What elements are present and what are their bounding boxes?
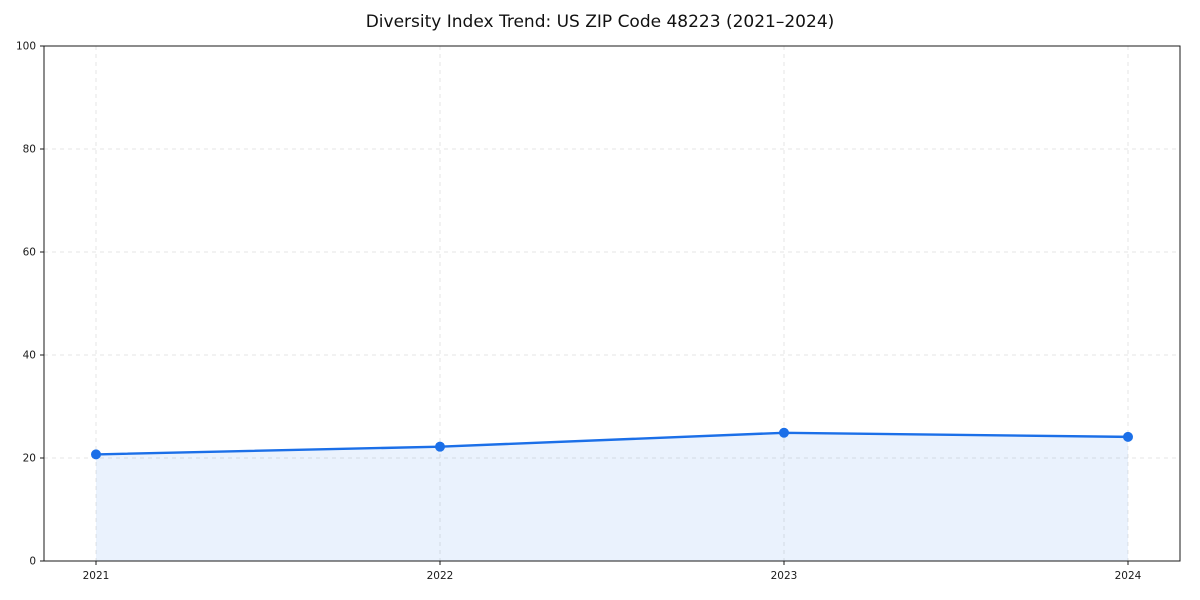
chart-title: Diversity Index Trend: US ZIP Code 48223… xyxy=(365,12,835,32)
y-tick-label: 80 xyxy=(23,144,36,156)
y-tick-label: 40 xyxy=(23,350,36,362)
axis-spine xyxy=(43,45,1181,562)
data-point-marker xyxy=(91,449,101,460)
x-tick-label: 2021 xyxy=(83,570,110,582)
x-tick-label: 2024 xyxy=(1115,570,1142,582)
data-point-marker xyxy=(1123,431,1133,442)
data-point-marker xyxy=(779,427,789,438)
y-tick-label: 20 xyxy=(23,453,36,465)
y-tick-label: 100 xyxy=(16,41,36,53)
x-tick-label: 2022 xyxy=(427,570,454,582)
area-fill xyxy=(96,432,1128,561)
data-point-marker xyxy=(435,441,445,452)
x-tick-label: 2023 xyxy=(771,570,798,582)
y-tick-label: 60 xyxy=(23,247,36,259)
y-tick-label: 0 xyxy=(29,556,36,568)
trend-line xyxy=(94,431,1130,456)
